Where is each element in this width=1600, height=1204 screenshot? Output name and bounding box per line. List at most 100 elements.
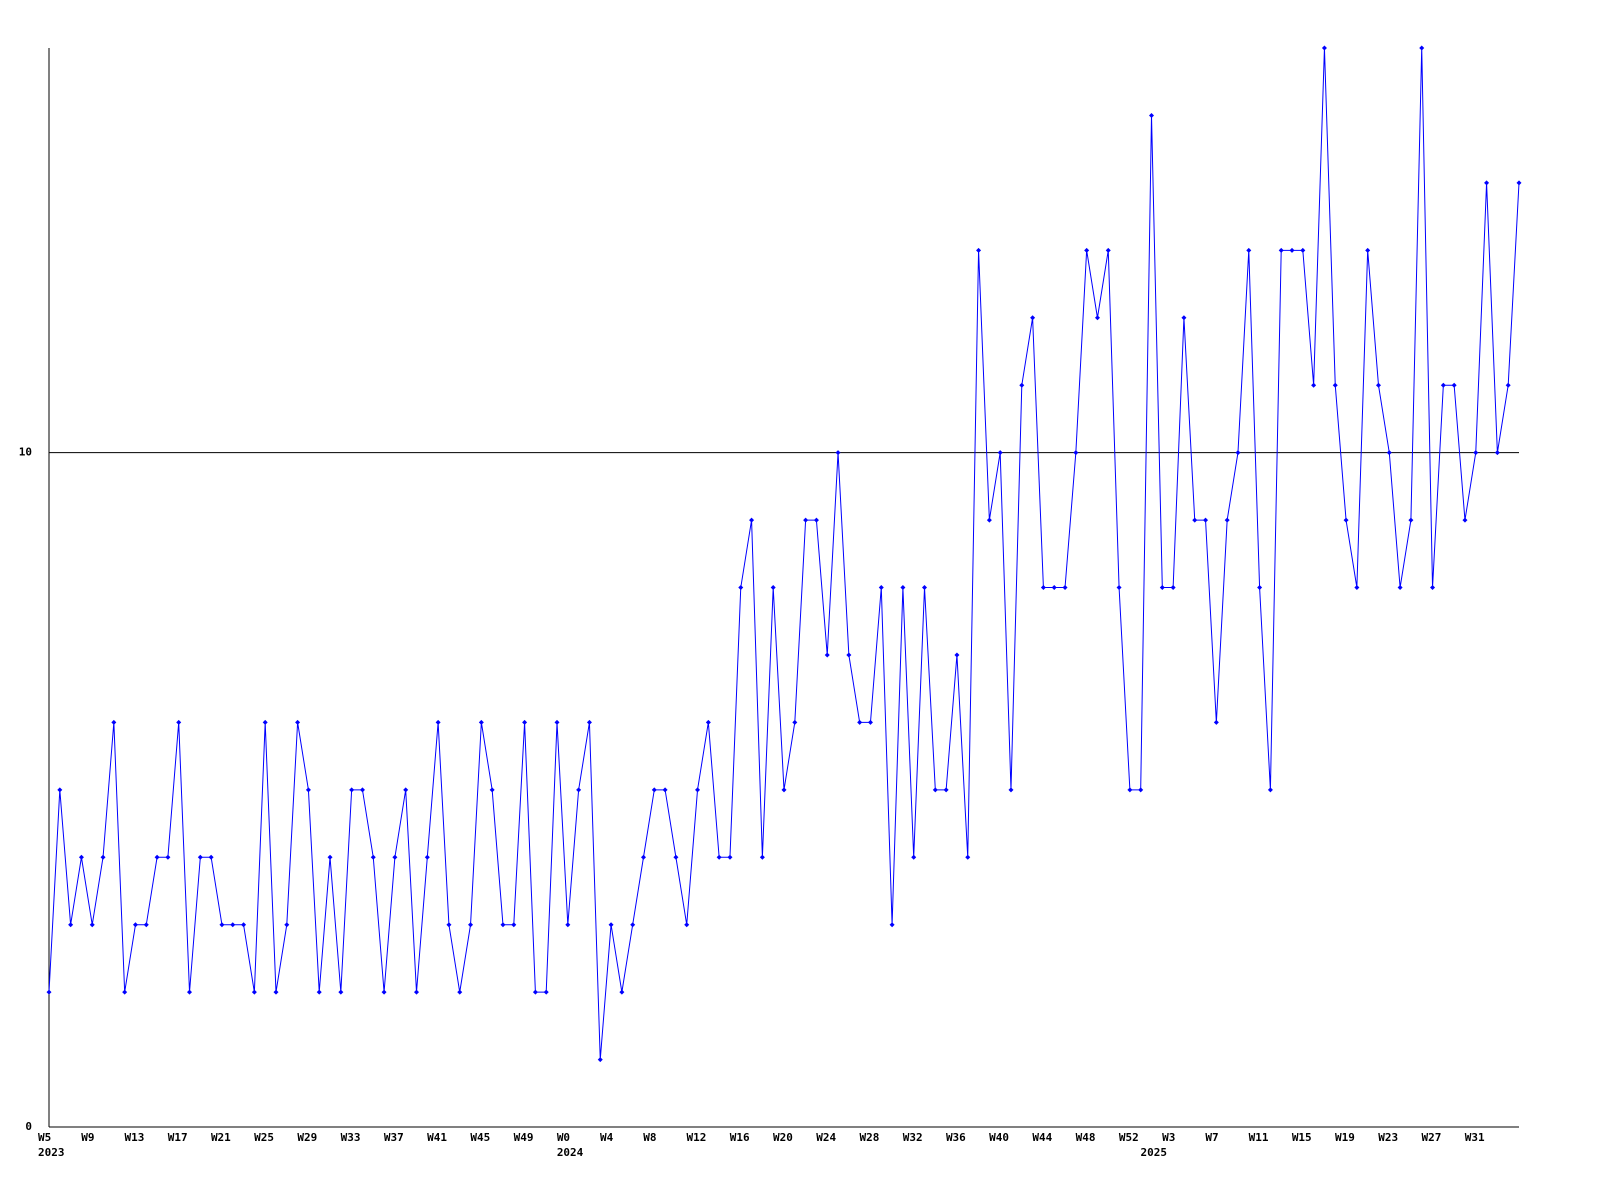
x-tick-label: W49 — [514, 1131, 534, 1144]
data-point — [46, 989, 52, 995]
data-point — [68, 922, 74, 928]
data-point — [1203, 517, 1209, 523]
data-point — [1462, 517, 1468, 523]
data-point — [1062, 585, 1068, 590]
data-point — [305, 787, 311, 793]
x-tick-label: W21 — [211, 1131, 231, 1144]
data-point — [727, 854, 733, 860]
x-tick-label: W25 — [254, 1131, 274, 1144]
data-point — [673, 854, 679, 860]
x-tick-label: W24 — [816, 1131, 836, 1144]
data-point — [424, 854, 430, 860]
data-point — [1408, 517, 1414, 523]
data-point — [813, 517, 819, 523]
data-point — [1116, 585, 1122, 590]
data-point — [1289, 247, 1295, 253]
x-tick-label: W8 — [643, 1131, 656, 1144]
data-point — [1181, 315, 1187, 321]
data-point — [262, 719, 268, 725]
data-point — [1159, 585, 1165, 590]
data-point — [187, 989, 193, 995]
data-point — [1343, 517, 1349, 523]
data-point — [392, 854, 398, 860]
data-point — [1505, 382, 1511, 388]
data-point — [241, 922, 247, 928]
data-point — [684, 922, 690, 928]
data-point — [586, 719, 592, 725]
data-point — [781, 787, 787, 793]
data-point — [122, 989, 128, 995]
data-point — [1397, 585, 1403, 590]
data-point — [284, 922, 290, 928]
data-point — [1051, 585, 1057, 590]
data-point — [478, 719, 484, 725]
data-point — [619, 989, 625, 995]
data-point — [370, 854, 376, 860]
x-tick-label: W33 — [341, 1131, 361, 1144]
x-tick-label: W0 — [557, 1131, 570, 1144]
data-point — [759, 854, 765, 860]
x-tick-label: W29 — [297, 1131, 317, 1144]
data-point — [154, 854, 160, 860]
data-point — [316, 989, 322, 995]
x-tick-label: W7 — [1205, 1131, 1218, 1144]
data-point — [803, 517, 809, 523]
x-tick-label: W48 — [1076, 1131, 1096, 1144]
data-point — [651, 787, 657, 793]
data-point — [57, 787, 63, 793]
x-tick-label: W13 — [124, 1131, 144, 1144]
data-point — [251, 989, 257, 995]
data-point — [338, 989, 344, 995]
data-point — [1473, 450, 1479, 456]
data-point — [1192, 517, 1198, 523]
x-tick-label: W52 — [1119, 1131, 1139, 1144]
x-tick-label: W36 — [946, 1131, 966, 1144]
data-point — [846, 652, 852, 658]
data-point — [1170, 585, 1176, 590]
y-tick-label: 10 — [19, 446, 32, 459]
data-point — [295, 719, 301, 725]
data-point — [932, 787, 938, 793]
data-point — [867, 719, 873, 725]
data-point — [1008, 787, 1014, 793]
data-point — [1138, 787, 1144, 793]
data-point — [857, 719, 863, 725]
data-point — [1300, 247, 1306, 253]
data-point — [954, 652, 960, 658]
data-point — [1224, 517, 1230, 523]
x-tick-label: W4 — [600, 1131, 614, 1144]
data-point — [273, 989, 279, 995]
data-point — [738, 585, 744, 590]
data-point — [662, 787, 668, 793]
data-point — [1451, 382, 1457, 388]
data-point — [543, 989, 549, 995]
data-point — [1019, 382, 1025, 388]
x-tick-label: W3 — [1162, 1131, 1175, 1144]
data-point — [889, 922, 895, 928]
x-tick-label: W32 — [903, 1131, 923, 1144]
data-point — [1213, 719, 1219, 725]
year-label: 2024 — [557, 1146, 584, 1159]
data-point — [143, 922, 149, 928]
data-point — [640, 854, 646, 860]
data-point — [165, 854, 171, 860]
x-tick-label: W44 — [1032, 1131, 1052, 1144]
data-point — [1365, 247, 1371, 253]
data-point — [976, 247, 982, 253]
data-point — [111, 719, 117, 725]
data-point — [1084, 247, 1090, 253]
data-line — [48, 47, 1520, 1060]
data-point — [695, 787, 701, 793]
data-point — [986, 517, 992, 523]
x-tick-label: W40 — [989, 1131, 1009, 1144]
x-tick-label: W28 — [859, 1131, 879, 1144]
data-point — [792, 719, 798, 725]
data-point — [770, 585, 776, 590]
data-point — [1278, 247, 1284, 253]
data-point — [1127, 787, 1133, 793]
data-point — [349, 787, 355, 793]
data-point — [1030, 315, 1036, 321]
x-tick-label: W31 — [1465, 1131, 1485, 1144]
data-point — [878, 585, 884, 590]
